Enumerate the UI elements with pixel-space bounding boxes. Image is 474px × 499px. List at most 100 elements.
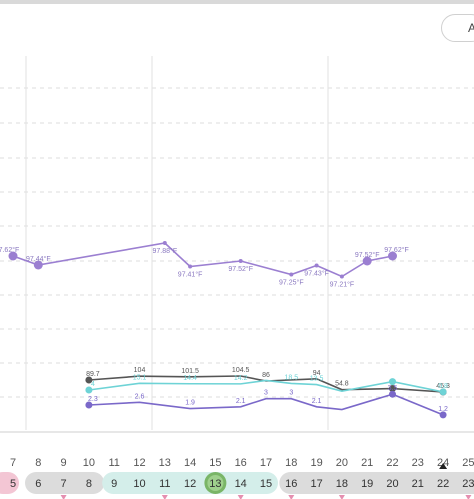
cycle-day-label: 12 bbox=[184, 478, 196, 490]
dark-series-label: 104 bbox=[134, 367, 146, 374]
cycle-day-label: 15 bbox=[260, 478, 272, 490]
dark-series-label: 54.8 bbox=[335, 381, 349, 388]
cycle-day-label: 9 bbox=[111, 478, 117, 490]
temperature-label: 97.88°F bbox=[153, 247, 178, 255]
day-strip-neutral-right bbox=[279, 472, 474, 494]
temperature-point bbox=[339, 274, 344, 279]
teal-series-label: 14.4 bbox=[183, 375, 197, 382]
temperature-point bbox=[33, 260, 43, 270]
teal-series-label: 4 bbox=[91, 381, 95, 388]
fertility-marker-icon bbox=[338, 495, 345, 499]
purple-series-point bbox=[439, 411, 447, 419]
x-tick-label: 19 bbox=[310, 457, 322, 469]
temperature-point bbox=[162, 241, 167, 245]
cycle-day-label: 21 bbox=[412, 478, 424, 490]
filter-button[interactable]: A bbox=[441, 14, 474, 42]
teal-series-point bbox=[85, 386, 93, 394]
temperature-label: 97.52°F bbox=[228, 265, 253, 273]
purple-series-label: 1.2 bbox=[438, 406, 448, 413]
temperature-point bbox=[188, 264, 193, 269]
cycle-day-label: 19 bbox=[361, 478, 373, 490]
teal-series-label: 13.5 bbox=[310, 376, 324, 383]
temperature-label: 97.41°F bbox=[178, 271, 203, 279]
x-tick-label: 10 bbox=[83, 457, 95, 469]
x-tick-label: 16 bbox=[235, 457, 247, 469]
purple-series-line bbox=[88, 393, 444, 416]
purple-series-label: 3 bbox=[264, 390, 268, 397]
temperature-label: 97.52°F bbox=[355, 251, 380, 259]
dark-series-label: 86 bbox=[262, 372, 270, 379]
temperature-point bbox=[289, 272, 294, 277]
temperature-label: 97.21°F bbox=[330, 281, 355, 289]
purple-series-label: 3.5 bbox=[388, 385, 398, 392]
fertility-marker-icon bbox=[60, 495, 67, 499]
dark-series-label: 94 bbox=[313, 370, 321, 377]
cycle-day-label: 8 bbox=[86, 478, 92, 490]
x-tick-label: 25 bbox=[462, 457, 474, 469]
day-strip-neutral bbox=[25, 472, 105, 494]
purple-series-label: 3 bbox=[289, 390, 293, 397]
temperature-point bbox=[362, 256, 372, 266]
cycle-day-label: 11 bbox=[159, 478, 170, 490]
day-strip-fertile bbox=[102, 472, 278, 494]
purple-series-point bbox=[389, 390, 396, 398]
temperature-label: 97.62°F bbox=[384, 246, 409, 254]
cycle-day-label: 6 bbox=[35, 478, 41, 490]
teal-series-label: 15.1 bbox=[133, 374, 147, 381]
cycle-day-label: 20 bbox=[386, 478, 398, 490]
x-tick-label: 9 bbox=[61, 457, 67, 469]
cycle-day-label: 14 bbox=[235, 478, 247, 490]
teal-series-label: 0.8 bbox=[438, 383, 448, 390]
x-tick-label: 21 bbox=[361, 457, 373, 469]
cycle-day-label: 7 bbox=[61, 478, 67, 490]
fertility-marker-icon bbox=[161, 495, 168, 499]
teal-series-label: 14.2 bbox=[234, 375, 248, 382]
temperature-label: 97.62°F bbox=[0, 246, 19, 254]
purple-series-label: 2.6 bbox=[135, 393, 145, 400]
cycle-day-label: 17 bbox=[310, 478, 322, 490]
teal-series-line bbox=[88, 379, 444, 393]
fertility-marker-icon bbox=[237, 495, 244, 499]
temperature-point bbox=[314, 263, 319, 268]
temperature-point bbox=[238, 259, 243, 263]
cycle-day-label: 5 bbox=[10, 478, 16, 490]
x-tick-label: 18 bbox=[285, 457, 297, 469]
current-day-arrow-icon bbox=[439, 463, 448, 469]
x-tick-label: 12 bbox=[133, 457, 145, 469]
purple-series-label: 2.1 bbox=[312, 398, 322, 405]
x-tick-label: 17 bbox=[260, 457, 272, 469]
temperature-point bbox=[8, 251, 18, 261]
cycle-day-label: 22 bbox=[437, 478, 449, 490]
dark-series-label: 104.5 bbox=[232, 367, 250, 374]
filter-button-label: A bbox=[468, 21, 474, 35]
fertility-marker-icon bbox=[288, 495, 295, 499]
fertility-marker-icon bbox=[465, 495, 472, 499]
purple-series-label: 2.1 bbox=[236, 398, 246, 405]
day-highlight-inner bbox=[207, 475, 224, 491]
purple-series-label: 2.3 bbox=[88, 396, 98, 403]
x-tick-label: 20 bbox=[336, 457, 348, 469]
x-tick-label: 15 bbox=[209, 457, 221, 469]
dark-series-label: 89.7 bbox=[86, 371, 100, 378]
dark-series-label: 101.5 bbox=[181, 368, 199, 375]
temperature-label: 97.43°F bbox=[304, 270, 329, 278]
top-divider bbox=[0, 0, 474, 4]
x-tick-label: 14 bbox=[184, 457, 196, 469]
x-tick-label: 11 bbox=[108, 457, 119, 469]
cycle-day-label: 16 bbox=[285, 478, 297, 490]
cycle-day-label: 13 bbox=[209, 478, 221, 490]
dark-series-point bbox=[389, 385, 396, 393]
temperature-label: 97.25°F bbox=[279, 279, 304, 287]
dark-series-label: 45.3 bbox=[436, 383, 450, 390]
x-tick-label: 23 bbox=[412, 457, 424, 469]
x-tick-label: 22 bbox=[386, 457, 398, 469]
x-tick-label: 8 bbox=[35, 457, 41, 469]
temperature-line bbox=[12, 242, 393, 278]
x-tick-label: 7 bbox=[10, 457, 16, 469]
cycle-day-label: 23 bbox=[462, 478, 474, 490]
cycle-day-label: 10 bbox=[133, 478, 145, 490]
teal-series-point bbox=[439, 388, 447, 396]
temperature-label: 97.44°F bbox=[26, 255, 51, 263]
x-tick-label: 13 bbox=[159, 457, 171, 469]
